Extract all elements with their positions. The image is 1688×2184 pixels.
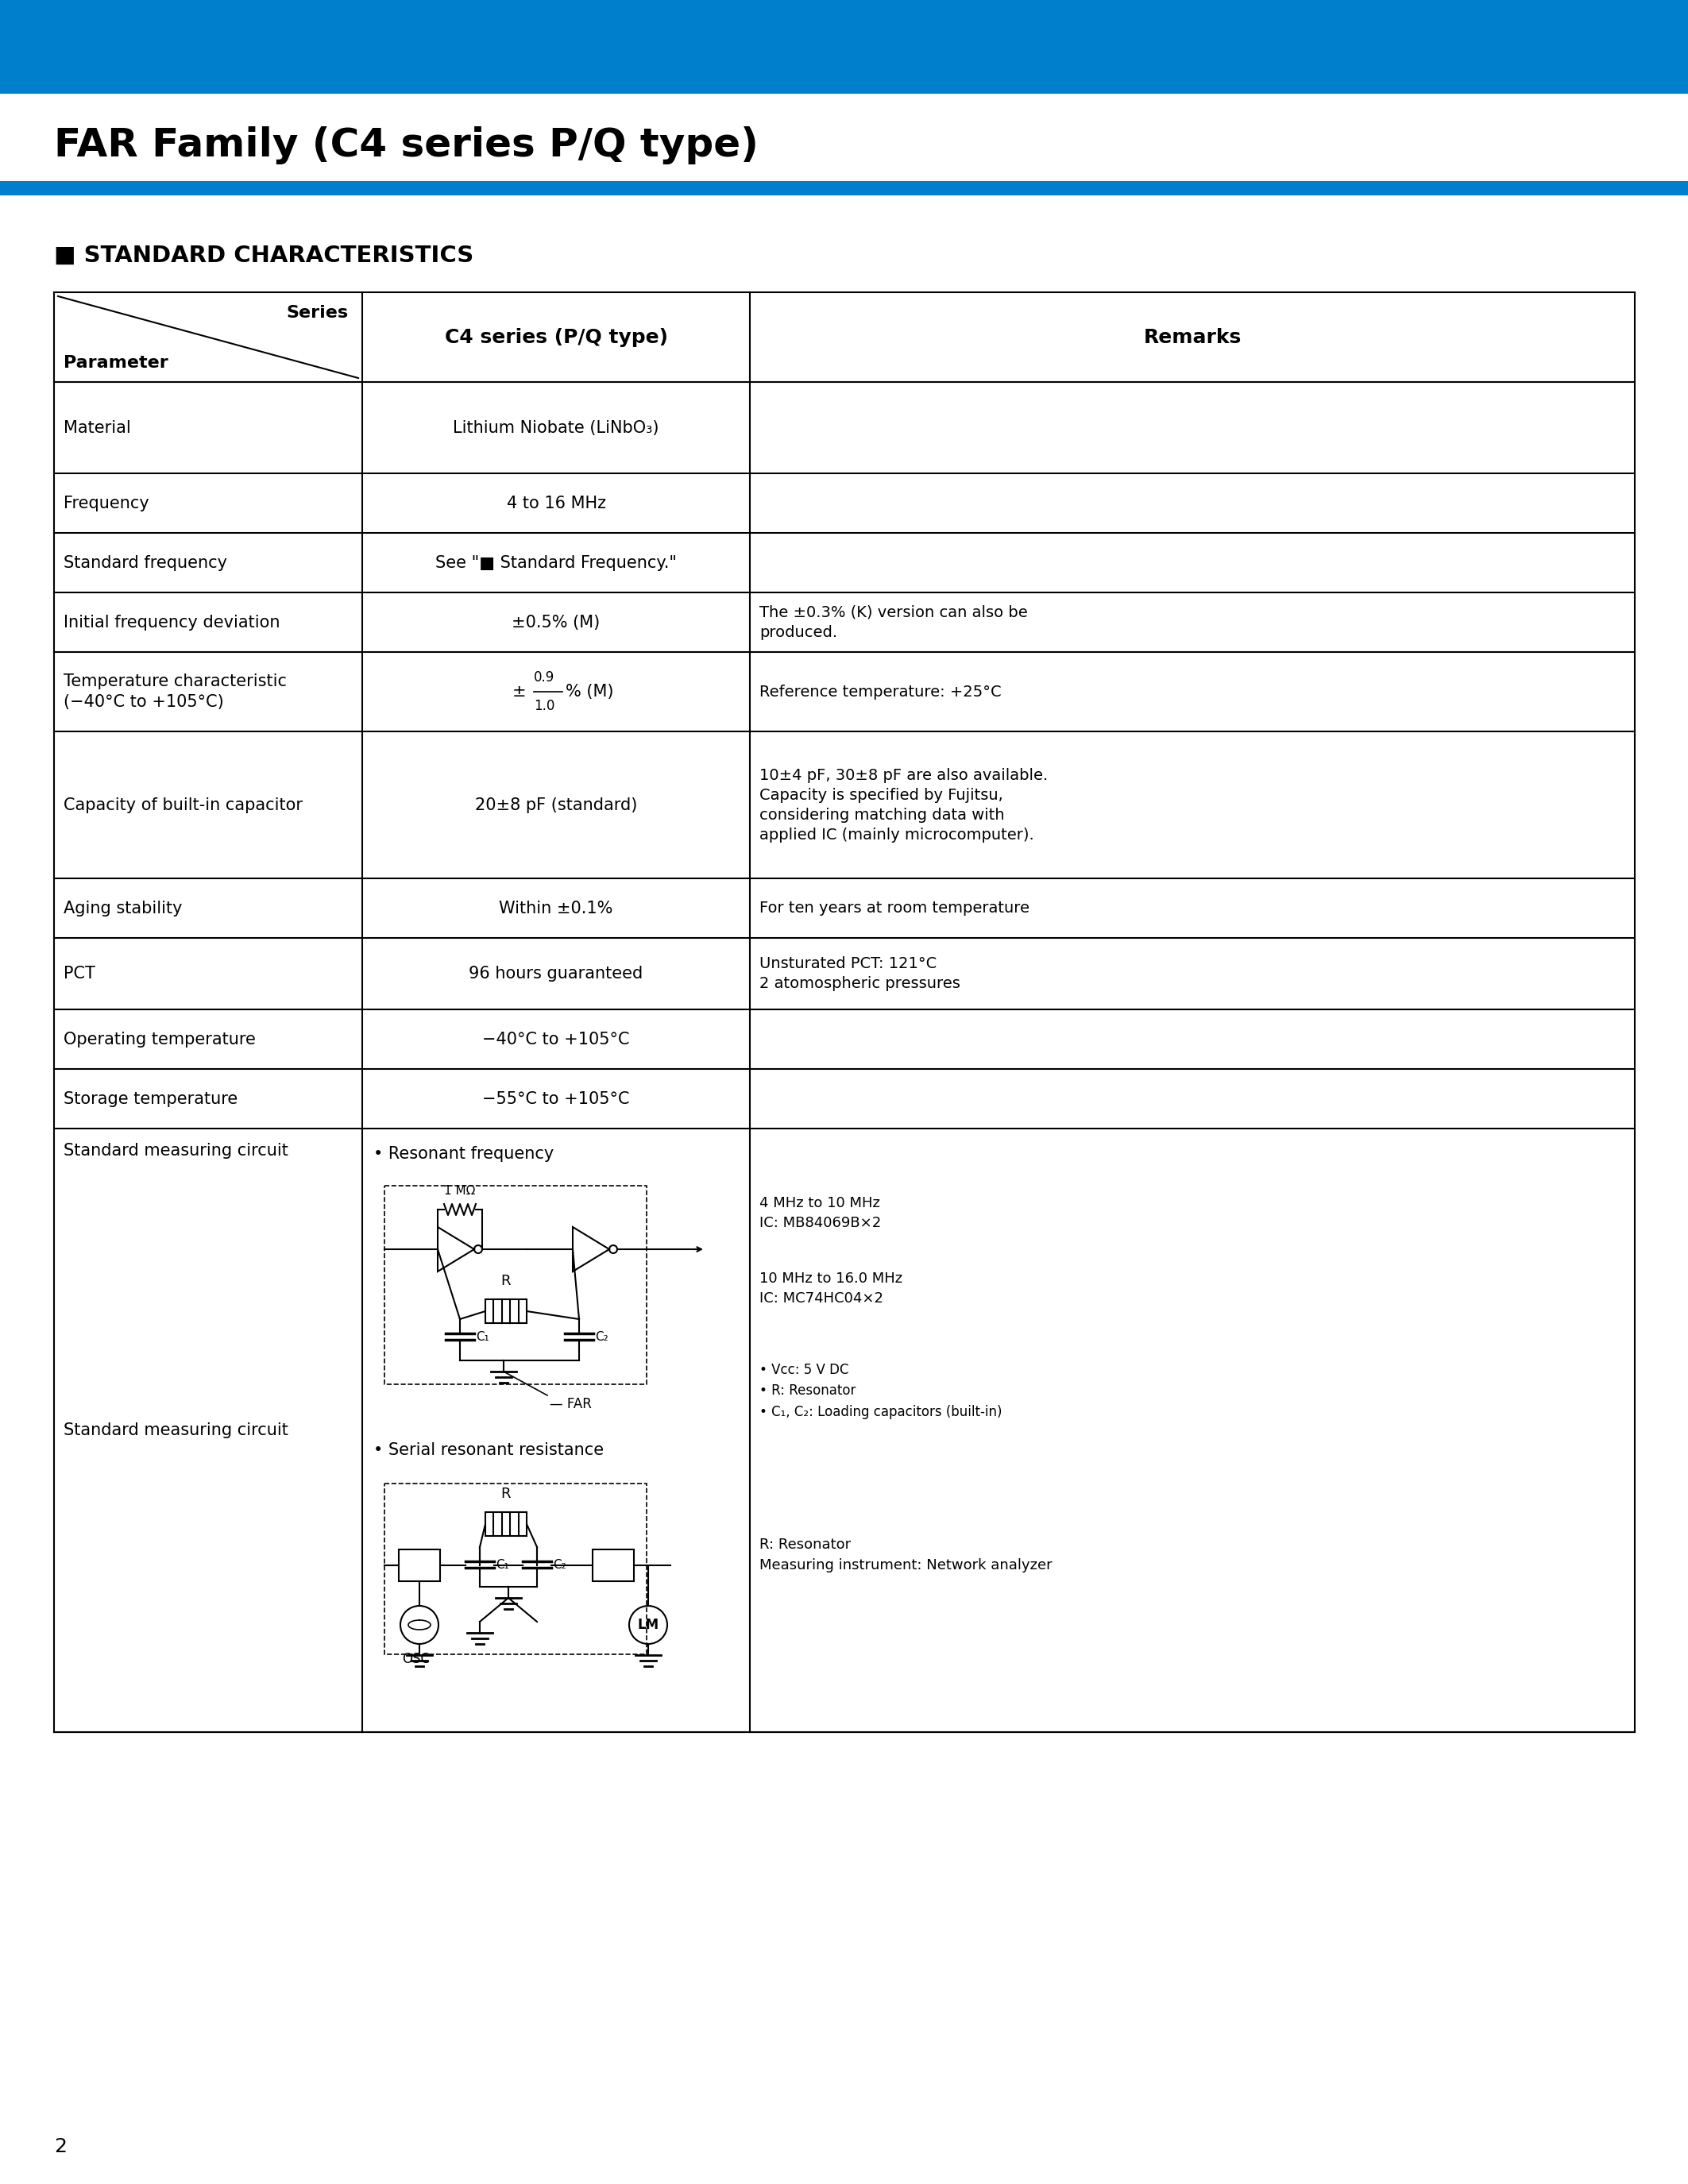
Bar — [0, 0, 1688, 94]
Text: C₂: C₂ — [594, 1330, 608, 1343]
Text: Standard frequency: Standard frequency — [64, 555, 228, 570]
Text: Parameter: Parameter — [64, 356, 169, 371]
Text: 10 MHz to 16.0 MHz
IC: MC74HC04×2: 10 MHz to 16.0 MHz IC: MC74HC04×2 — [760, 1271, 903, 1306]
Bar — [592, 1548, 635, 1581]
Text: 1 MΩ: 1 MΩ — [444, 1186, 476, 1197]
Text: For ten years at room temperature: For ten years at room temperature — [760, 900, 1030, 915]
Text: • Resonant frequency: • Resonant frequency — [373, 1147, 554, 1162]
Bar — [0, 181, 1688, 194]
Text: — FAR: — FAR — [550, 1398, 592, 1411]
Bar — [385, 1186, 647, 1385]
Text: R: R — [501, 1273, 511, 1289]
Text: C4 series (P/Q type): C4 series (P/Q type) — [444, 328, 668, 347]
Text: 75 Ω: 75 Ω — [403, 1557, 436, 1572]
Text: Material: Material — [64, 419, 132, 435]
Text: Initial frequency deviation: Initial frequency deviation — [64, 614, 280, 631]
Text: C₁: C₁ — [496, 1559, 510, 1570]
Text: • Serial resonant resistance: • Serial resonant resistance — [373, 1441, 604, 1459]
Text: The ±0.3% (K) version can also be
produced.: The ±0.3% (K) version can also be produc… — [760, 605, 1028, 640]
Text: Standard measuring circuit: Standard measuring circuit — [64, 1422, 289, 1439]
Text: Within ±0.1%: Within ±0.1% — [500, 900, 613, 915]
Text: Aging stability: Aging stability — [64, 900, 182, 915]
Bar — [486, 1511, 527, 1535]
Text: 0.9: 0.9 — [533, 670, 555, 684]
Text: Capacity of built-in capacitor: Capacity of built-in capacitor — [64, 797, 302, 812]
Text: Storage temperature: Storage temperature — [64, 1090, 238, 1107]
Text: Reference temperature: +25°C: Reference temperature: +25°C — [760, 684, 1001, 699]
Bar — [385, 1483, 647, 1653]
Text: R: R — [501, 1487, 511, 1500]
Text: ±0.5% (M): ±0.5% (M) — [511, 614, 601, 631]
Bar — [486, 1299, 527, 1324]
Text: −40°C to +105°C: −40°C to +105°C — [483, 1031, 630, 1046]
Text: 4 MHz to 10 MHz
IC: MB84069B×2: 4 MHz to 10 MHz IC: MB84069B×2 — [760, 1197, 881, 1230]
Text: FAR Family (C4 series P/Q type): FAR Family (C4 series P/Q type) — [54, 127, 758, 164]
Text: Temperature characteristic
(−40°C to +105°C): Temperature characteristic (−40°C to +10… — [64, 673, 287, 710]
Text: LM: LM — [638, 1618, 658, 1631]
Text: 2: 2 — [54, 2138, 68, 2156]
Text: C₂: C₂ — [554, 1559, 565, 1570]
Text: 20±8 pF (standard): 20±8 pF (standard) — [474, 797, 638, 812]
Text: OSC: OSC — [402, 1651, 430, 1666]
Text: R: Resonator
Measuring instrument: Network analyzer: R: Resonator Measuring instrument: Netwo… — [760, 1538, 1052, 1572]
Text: 1.0: 1.0 — [533, 699, 555, 714]
Text: Frequency: Frequency — [64, 496, 149, 511]
Text: Series: Series — [285, 306, 348, 321]
Text: −55°C to +105°C: −55°C to +105°C — [483, 1090, 630, 1107]
Text: See "■ Standard Frequency.": See "■ Standard Frequency." — [436, 555, 677, 570]
Text: Lithium Niobate (LiNbO₃): Lithium Niobate (LiNbO₃) — [452, 419, 658, 435]
Bar — [398, 1548, 441, 1581]
Text: Operating temperature: Operating temperature — [64, 1031, 255, 1046]
Text: Unsturated PCT: 121°C
2 atomospheric pressures: Unsturated PCT: 121°C 2 atomospheric pre… — [760, 957, 960, 992]
Text: 96 hours guaranteed: 96 hours guaranteed — [469, 965, 643, 981]
Text: C₁: C₁ — [476, 1330, 490, 1343]
Text: 4 to 16 MHz: 4 to 16 MHz — [506, 496, 606, 511]
Text: PCT: PCT — [64, 965, 95, 981]
Text: 10±4 pF, 30±8 pF are also available.
Capacity is specified by Fujitsu,
consideri: 10±4 pF, 30±8 pF are also available. Cap… — [760, 767, 1048, 843]
Text: 75 Ω: 75 Ω — [598, 1557, 628, 1572]
Text: Remarks: Remarks — [1143, 328, 1241, 347]
Text: ■ STANDARD CHARACTERISTICS: ■ STANDARD CHARACTERISTICS — [54, 245, 474, 266]
Text: % (M): % (M) — [565, 684, 614, 699]
Text: ±: ± — [511, 684, 527, 699]
Text: Standard measuring circuit: Standard measuring circuit — [64, 1142, 289, 1160]
Text: • Vcc: 5 V DC
• R: Resonator
• C₁, C₂: Loading capacitors (built-in): • Vcc: 5 V DC • R: Resonator • C₁, C₂: L… — [760, 1363, 1003, 1420]
